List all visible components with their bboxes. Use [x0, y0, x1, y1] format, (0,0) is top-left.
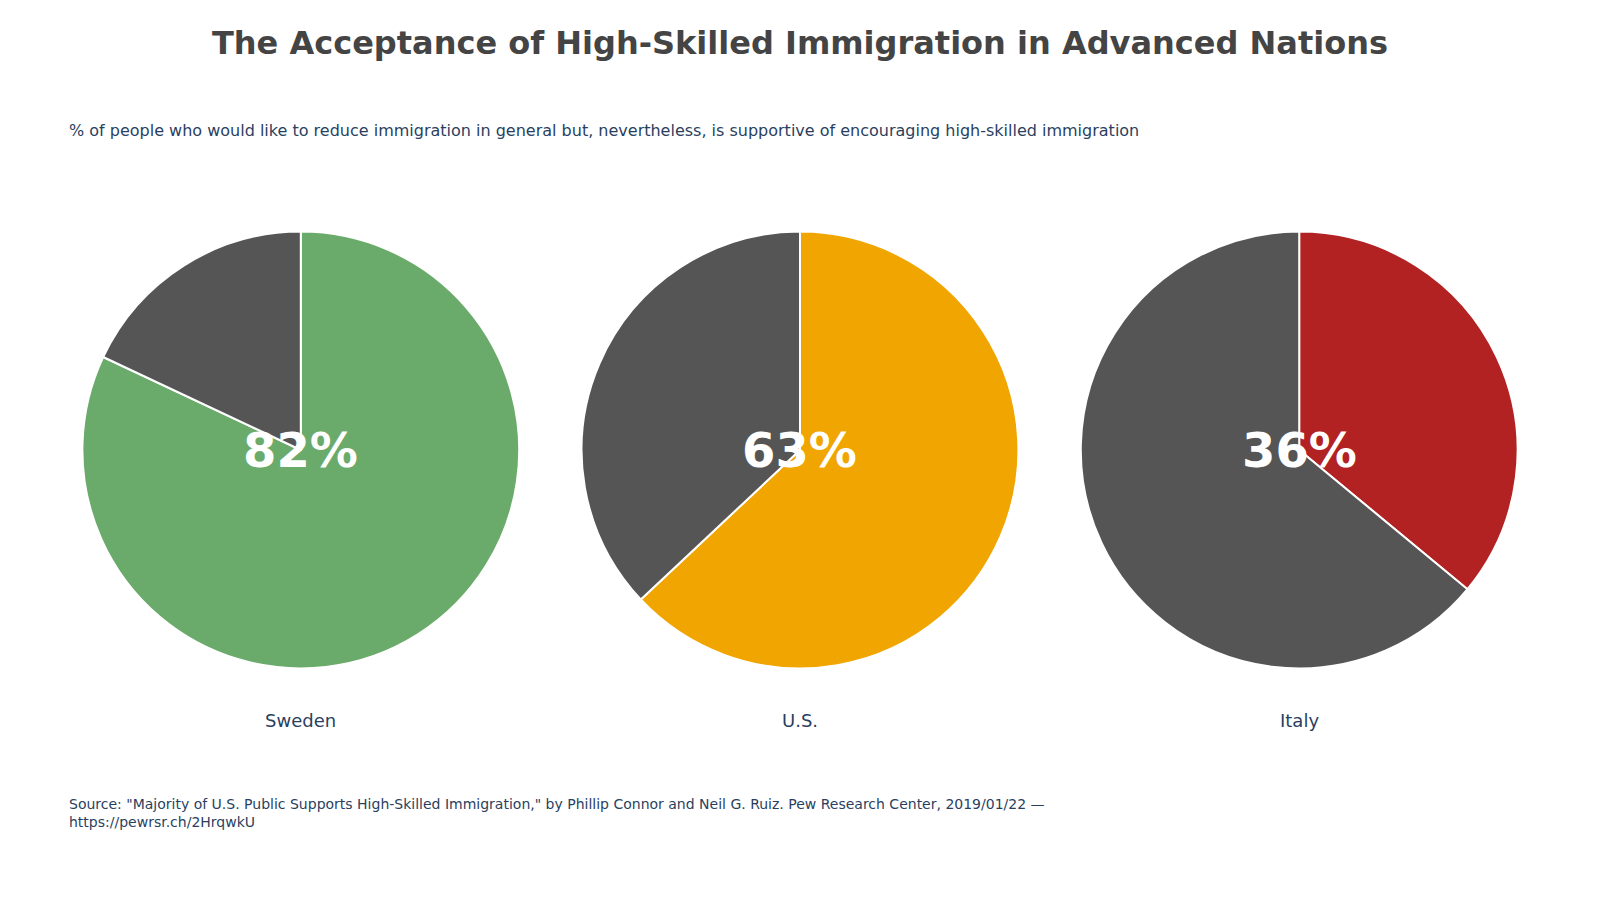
- svg-text:Source: "Majority of U.S. Publ: Source: "Majority of U.S. Public Support…: [69, 796, 1045, 830]
- svg-text:Sweden: Sweden: [265, 710, 336, 731]
- svg-text:63%: 63%: [742, 422, 857, 478]
- svg-text:% of people who would like to: % of people who would like to reduce imm…: [69, 121, 1139, 140]
- svg-text:U.S.: U.S.: [782, 710, 818, 731]
- svg-text:82%: 82%: [243, 422, 358, 478]
- svg-text:The Acceptance of High-Skilled: The Acceptance of High-Skilled Immigrati…: [212, 24, 1388, 62]
- svg-text:36%: 36%: [1242, 422, 1357, 478]
- svg-text:Italy: Italy: [1280, 710, 1319, 731]
